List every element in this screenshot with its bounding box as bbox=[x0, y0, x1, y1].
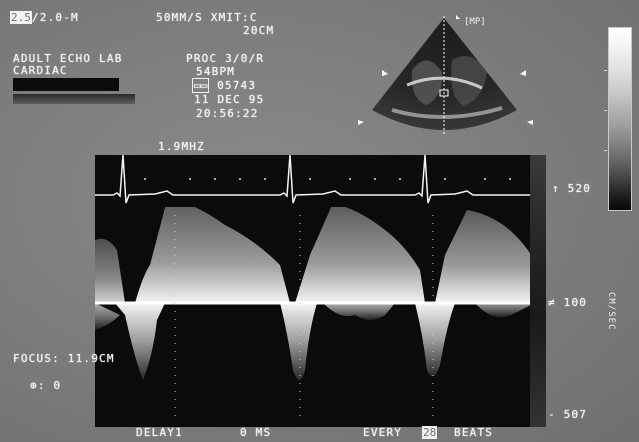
grayscale-tick bbox=[604, 110, 607, 111]
right-marker-icon bbox=[527, 120, 533, 125]
redacted-info-bar bbox=[13, 94, 135, 104]
department: CARDIAC bbox=[13, 64, 68, 77]
procedure: PROC 3/0/R bbox=[186, 52, 265, 65]
angle-value: 0 bbox=[53, 379, 62, 392]
doppler-frequency: 1.9MHZ bbox=[158, 140, 205, 153]
sweep-speed: 50MM/S XMIT:C bbox=[156, 11, 258, 24]
scale-baseline: 100 bbox=[563, 296, 588, 309]
grayscale-tick bbox=[604, 70, 607, 71]
left-marker-icon bbox=[358, 120, 364, 125]
focus-depth: FOCUS: 11.9CM bbox=[13, 352, 115, 365]
scale-bottom: 507 bbox=[563, 408, 588, 421]
baseline-marker-icon: ≠ bbox=[548, 296, 564, 309]
angle-icon: ⊕ bbox=[30, 379, 38, 392]
id-card-icon: ▭▭ bbox=[192, 78, 210, 93]
velocity-bar bbox=[530, 155, 546, 427]
every-label: EVERY bbox=[363, 426, 403, 439]
grayscale-bar bbox=[608, 27, 632, 211]
beats-count-box: 28 bbox=[422, 426, 438, 439]
scale-top-row: ↑ 520 bbox=[552, 183, 591, 195]
orientation-marker: [MP] bbox=[464, 17, 486, 27]
probe-frequency: 2.5/2.0-M bbox=[10, 11, 79, 24]
scale-baseline-row: ≠ 100 bbox=[548, 297, 587, 309]
depth: 20CM bbox=[243, 24, 275, 37]
scale-bottom-tick-icon: - bbox=[548, 408, 564, 421]
redacted-name-bar bbox=[13, 78, 119, 91]
exam-time: 20:56:22 bbox=[196, 107, 259, 120]
patient-id: 05743 bbox=[217, 79, 257, 92]
heart-rate: 54BPM bbox=[196, 65, 236, 78]
beats-count: 28 bbox=[422, 426, 438, 439]
lab-name: ADULT ECHO LAB bbox=[13, 52, 123, 65]
scale-up-arrow-icon: ↑ bbox=[552, 182, 568, 195]
left-arrow-icon bbox=[382, 70, 388, 76]
scale-top: 520 bbox=[567, 182, 592, 195]
probe-frequency-rest: /2.0-M bbox=[31, 11, 79, 24]
patient-id-row: ▭▭ 05743 bbox=[192, 78, 257, 93]
echo-sector-image: [MP] bbox=[358, 15, 533, 135]
delay-label: DELAY1 bbox=[136, 426, 183, 439]
grayscale-tick bbox=[604, 150, 607, 151]
angle-row: ⊕: 0 bbox=[30, 379, 62, 392]
beats-label: BEATS bbox=[454, 426, 494, 439]
right-arrow-icon bbox=[520, 70, 526, 76]
probe-frequency-highlight: 2.5 bbox=[10, 11, 32, 24]
exam-date: 11 DEC 95 bbox=[194, 93, 265, 106]
ecg-trace bbox=[95, 155, 530, 207]
scale-unit: CM/SEC bbox=[606, 292, 616, 331]
delay-value: 0 MS bbox=[240, 426, 272, 439]
scale-bottom-row: - 507 bbox=[548, 409, 587, 421]
